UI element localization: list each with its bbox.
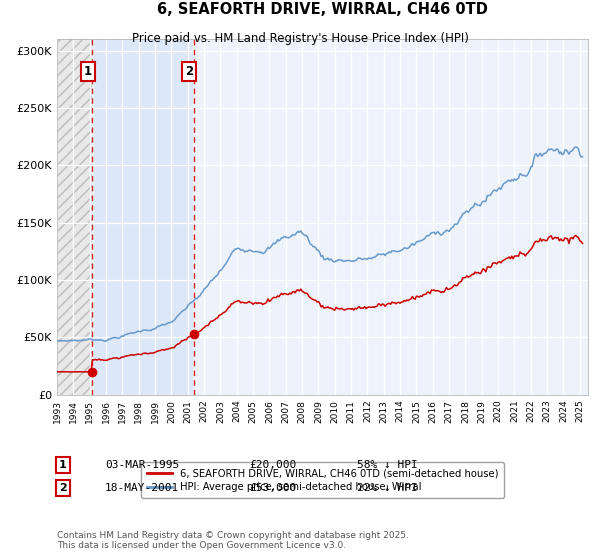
Text: 58% ↓ HPI: 58% ↓ HPI	[357, 460, 418, 470]
Text: 2: 2	[59, 483, 67, 493]
Text: 1: 1	[83, 65, 92, 78]
Text: 22% ↓ HPI: 22% ↓ HPI	[357, 483, 418, 493]
Text: 1: 1	[59, 460, 67, 470]
Text: 03-MAR-1995: 03-MAR-1995	[105, 460, 179, 470]
Text: 18-MAY-2001: 18-MAY-2001	[105, 483, 179, 493]
Text: Contains HM Land Registry data © Crown copyright and database right 2025.
This d: Contains HM Land Registry data © Crown c…	[57, 531, 409, 550]
Text: £53,000: £53,000	[249, 483, 296, 493]
Legend: 6, SEAFORTH DRIVE, WIRRAL, CH46 0TD (semi-detached house), HPI: Average price, s: 6, SEAFORTH DRIVE, WIRRAL, CH46 0TD (sem…	[141, 462, 504, 498]
Title: 6, SEAFORTH DRIVE, WIRRAL, CH46 0TD: 6, SEAFORTH DRIVE, WIRRAL, CH46 0TD	[157, 2, 488, 17]
Text: Price paid vs. HM Land Registry's House Price Index (HPI): Price paid vs. HM Land Registry's House …	[131, 32, 469, 45]
Text: £20,000: £20,000	[249, 460, 296, 470]
Text: 2: 2	[185, 65, 193, 78]
